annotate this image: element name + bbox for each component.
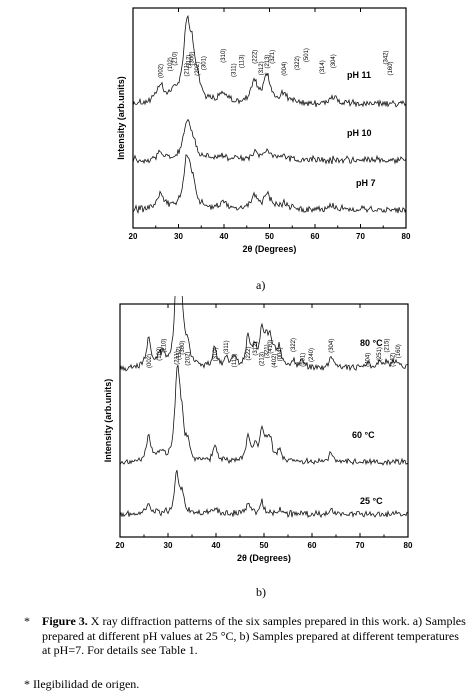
y-axis-label: Intensity (arb.units) — [116, 76, 126, 160]
caption-text: X ray diffraction patterns of the six sa… — [42, 614, 466, 657]
peak-annotation: (501) — [300, 353, 306, 367]
y-axis-label: Intensity (arb.units) — [103, 379, 113, 463]
peak-annotation: (002) — [147, 354, 153, 368]
peak-annotation: (222) — [246, 346, 252, 360]
peak-annotation: (210) — [162, 339, 168, 353]
peak-annotation: (342) — [384, 50, 390, 64]
x-axis-label: 2θ (Degrees) — [237, 553, 291, 563]
peak-annotation: (312) — [253, 342, 259, 356]
peak-annotation: (002) — [158, 64, 164, 78]
panel-label-b: b) — [256, 585, 266, 599]
x-tick-label: 40 — [220, 232, 229, 241]
series-label: 80 °C — [360, 338, 383, 348]
peak-annotation: (300) — [190, 51, 196, 65]
x-tick-label: 80 — [402, 232, 411, 241]
series-line — [132, 14, 407, 108]
x-tick-label: 60 — [311, 232, 320, 241]
peak-annotation: (004) — [277, 347, 283, 361]
peak-annotation: (304) — [329, 339, 335, 353]
peak-annotation: (321) — [270, 50, 276, 64]
peak-annotation: (310) — [221, 49, 227, 63]
series-label: 60 °C — [352, 430, 375, 440]
peak-annotation: (004) — [282, 62, 288, 76]
plot-frame — [132, 7, 407, 229]
peak-annotation: (102) — [168, 57, 174, 71]
xrd-chart-b: 20 30 40 50 60 70 80 2θ (Degrees) Intensity (arb… — [103, 296, 413, 563]
peak-annotation: (202) — [186, 352, 192, 366]
peak-annotation: (160) — [388, 61, 394, 75]
peak-annotation: (311) — [224, 340, 230, 354]
peak-annotation: (213) — [265, 54, 271, 68]
peak-annotation: (300) — [180, 341, 186, 355]
x-tick-label: 20 — [116, 541, 125, 550]
peak-annotation: (342) — [391, 353, 397, 367]
peak-annotation: (410) — [268, 340, 274, 354]
series-label: pH 7 — [356, 178, 376, 188]
peak-annotation: (211) — [185, 63, 191, 77]
x-tick-label: 50 — [265, 232, 274, 241]
caption-marker: * — [24, 614, 30, 628]
caption-figure-label: Figure 3. — [42, 614, 88, 628]
x-tick-label: 50 — [260, 541, 269, 550]
series-line — [119, 470, 409, 518]
series-line — [132, 118, 407, 165]
footnote: * Ilegibilidad de origen. — [24, 677, 140, 691]
peak-annotation: (314) — [320, 60, 326, 74]
peak-annotation: (501) — [304, 48, 310, 62]
peak-annotation: (304) — [331, 54, 337, 68]
peak-annotation: (310) — [213, 347, 219, 361]
x-tick-label: 20 — [129, 232, 138, 241]
x-tick-label: 60 — [308, 541, 317, 550]
series-label: pH 10 — [347, 128, 372, 138]
peak-annotation: (102) — [157, 347, 163, 361]
peak-annotation: (222) — [252, 50, 258, 64]
peak-annotation: (113) — [239, 55, 245, 69]
series-line — [132, 154, 407, 215]
x-tick-label: 70 — [356, 232, 365, 241]
x-tick-label: 30 — [164, 541, 173, 550]
series-label: 25 °C — [360, 496, 383, 506]
x-tick-label: 70 — [356, 541, 365, 550]
peak-annotation: (404) — [366, 353, 372, 367]
peak-annotation: (213) — [260, 352, 266, 366]
x-tick-label: 80 — [404, 541, 413, 550]
peak-annotation: (322) — [291, 338, 297, 352]
peak-annotation: (311) — [232, 63, 238, 77]
xrd-chart-a: 20 30 40 50 60 70 80 2θ (Degrees) Intensity (arb… — [116, 7, 411, 254]
peak-annotation: (210) — [172, 52, 178, 66]
peak-annotation: (321) — [264, 344, 270, 358]
x-tick-label: 40 — [212, 541, 221, 550]
peak-annotation: (113) — [232, 354, 238, 368]
x-axis-label: 2θ (Degrees) — [243, 244, 297, 254]
peak-annotation: (402) — [272, 354, 278, 368]
peak-annotation: (211) — [175, 351, 181, 365]
series-line — [119, 364, 409, 466]
series-label: pH 11 — [347, 70, 371, 80]
peak-annotation: (202) — [195, 62, 201, 76]
peak-annotation: (240) — [309, 348, 315, 362]
peak-annotation: (112) — [177, 346, 183, 360]
peak-annotation: (251) — [377, 347, 383, 361]
peak-annotation: (160) — [396, 344, 402, 358]
peak-annotation: (301) — [202, 56, 208, 70]
series-line — [119, 296, 409, 372]
panel-label-a: a) — [256, 278, 266, 292]
x-tick-label: 30 — [174, 232, 183, 241]
peak-annotation: (112) — [187, 55, 193, 69]
peak-annotation: (322) — [295, 56, 301, 70]
peak-annotation: (215) — [384, 338, 390, 352]
peak-annotation: (312) — [259, 61, 265, 75]
